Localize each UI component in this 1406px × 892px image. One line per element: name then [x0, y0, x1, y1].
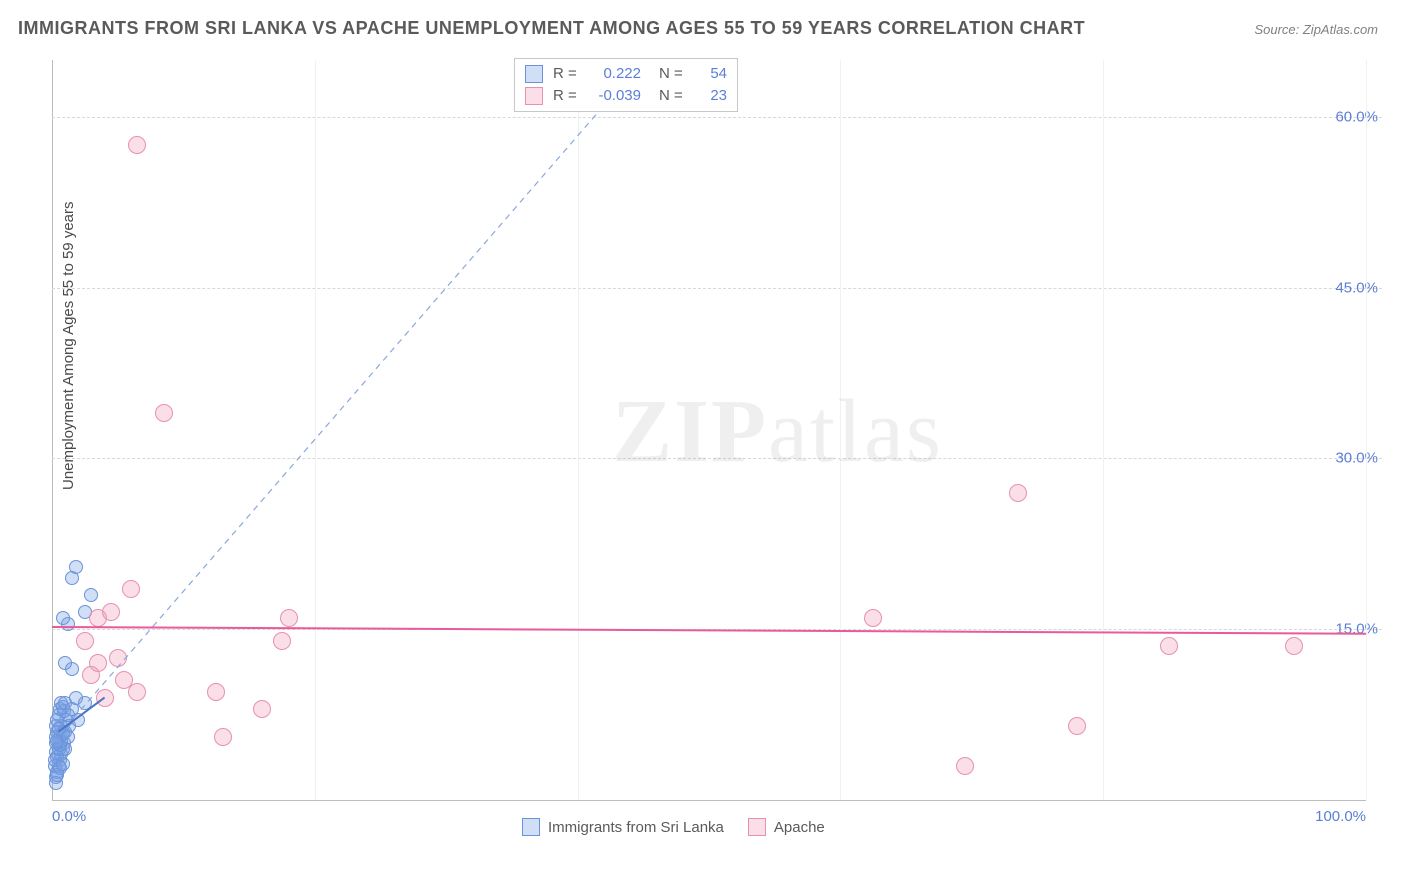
x-axis — [52, 800, 1366, 801]
r-label: R = — [553, 63, 581, 85]
gridline — [1366, 60, 1367, 800]
gridline — [840, 60, 841, 800]
data-point — [122, 580, 140, 598]
data-point — [56, 611, 70, 625]
data-point — [58, 656, 72, 670]
data-point — [273, 632, 291, 650]
data-point — [71, 713, 85, 727]
gridline — [52, 629, 1382, 630]
data-point — [96, 689, 114, 707]
data-point — [155, 404, 173, 422]
data-point — [109, 649, 127, 667]
data-point — [956, 757, 974, 775]
x-tick-label: 0.0% — [52, 808, 86, 825]
data-point — [253, 700, 271, 718]
gridline — [1103, 60, 1104, 800]
n-value-1: 54 — [699, 63, 727, 85]
correlation-row-1: R = 0.222 N = 54 — [525, 63, 727, 85]
data-point — [82, 666, 100, 684]
swatch-pink — [525, 87, 543, 105]
y-tick-label: 45.0% — [1335, 279, 1378, 296]
n-label: N = — [659, 63, 689, 85]
gridline — [578, 60, 579, 800]
r-value-2: -0.039 — [591, 85, 641, 107]
source-label: Source: ZipAtlas.com — [1254, 22, 1378, 37]
data-point — [78, 696, 92, 710]
swatch-blue — [522, 818, 540, 836]
n-label: N = — [659, 85, 689, 107]
y-tick-label: 15.0% — [1335, 621, 1378, 638]
gridline — [315, 60, 316, 800]
r-label: R = — [553, 85, 581, 107]
data-point — [76, 632, 94, 650]
data-point — [1285, 637, 1303, 655]
data-point — [280, 609, 298, 627]
legend-item-1: Immigrants from Sri Lanka — [522, 818, 724, 836]
data-point — [128, 683, 146, 701]
swatch-blue — [525, 65, 543, 83]
data-point — [1160, 637, 1178, 655]
gridline — [52, 458, 1382, 459]
data-point — [69, 560, 83, 574]
legend-label-1: Immigrants from Sri Lanka — [548, 819, 724, 836]
r-value-1: 0.222 — [591, 63, 641, 85]
data-point — [61, 730, 75, 744]
x-tick-label: 100.0% — [1315, 808, 1366, 825]
correlation-legend: R = 0.222 N = 54 R = -0.039 N = 23 — [514, 58, 738, 112]
legend-label-2: Apache — [774, 819, 825, 836]
data-point — [1068, 717, 1086, 735]
y-tick-label: 30.0% — [1335, 450, 1378, 467]
data-point — [864, 609, 882, 627]
data-point — [102, 603, 120, 621]
legend-item-2: Apache — [748, 818, 825, 836]
gridline — [52, 117, 1382, 118]
data-point — [1009, 484, 1027, 502]
data-point — [56, 757, 70, 771]
y-tick-label: 60.0% — [1335, 108, 1378, 125]
chart-title: IMMIGRANTS FROM SRI LANKA VS APACHE UNEM… — [18, 18, 1085, 39]
swatch-pink — [748, 818, 766, 836]
series-legend: Immigrants from Sri Lanka Apache — [522, 818, 825, 836]
correlation-row-2: R = -0.039 N = 23 — [525, 85, 727, 107]
gridline — [52, 288, 1382, 289]
data-point — [84, 588, 98, 602]
data-point — [207, 683, 225, 701]
y-axis — [52, 60, 53, 800]
data-point — [128, 136, 146, 154]
plot-region: 15.0% 30.0% 45.0% 60.0% 0.0% 100.0% — [52, 60, 1382, 830]
n-value-2: 23 — [699, 85, 727, 107]
data-point — [214, 728, 232, 746]
chart-area: Unemployment Among Ages 55 to 59 years 1… — [52, 60, 1382, 830]
